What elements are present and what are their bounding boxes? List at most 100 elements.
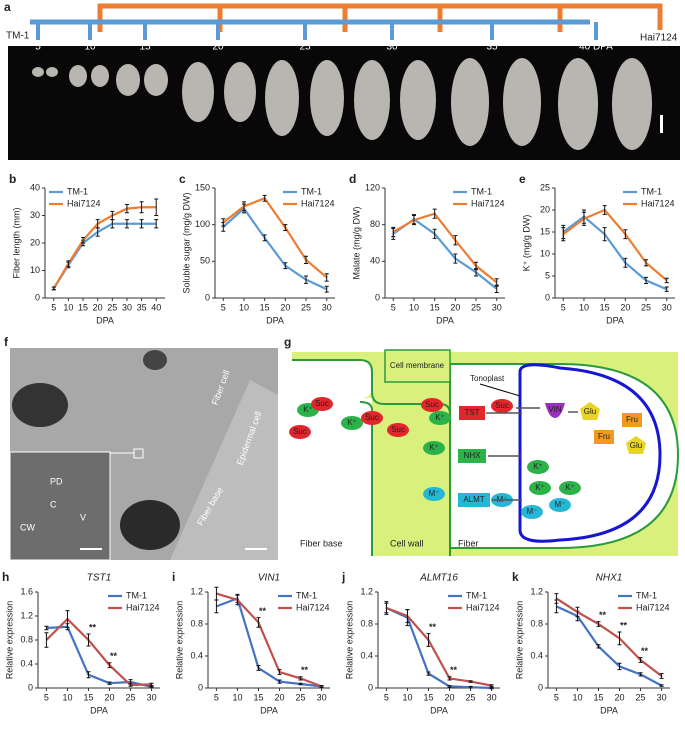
epidermal-region xyxy=(170,380,278,560)
series-line xyxy=(52,206,157,289)
error-bar xyxy=(659,684,664,687)
error-bar xyxy=(149,682,154,687)
panel-letter: b xyxy=(9,172,16,186)
error-bar xyxy=(304,255,309,265)
y-tick-label: 0.4 xyxy=(360,650,373,660)
stage-label: 10 xyxy=(84,42,96,53)
x-tick-label: 20 xyxy=(93,302,103,312)
molecule xyxy=(423,487,445,501)
molecule-label: M⁻ xyxy=(555,500,566,509)
x-tick-label: 40 xyxy=(151,302,161,312)
significance: ** xyxy=(301,665,309,675)
molecule xyxy=(423,441,445,455)
series-line xyxy=(555,605,663,687)
molecule-label: M⁻ xyxy=(429,489,440,498)
y-tick-label: 1.2 xyxy=(20,610,33,620)
error-bar xyxy=(468,680,473,683)
chart-title: NHX1 xyxy=(596,573,623,584)
error-bar xyxy=(256,665,261,671)
x-axis-label: DPA xyxy=(90,705,108,715)
legend-label: TM-1 xyxy=(466,590,487,600)
molecule-label: K⁺ xyxy=(303,405,313,414)
label: Fiber xyxy=(458,538,479,548)
error-bar xyxy=(235,594,240,606)
molecule xyxy=(549,498,571,512)
x-tick-label: 25 xyxy=(471,302,481,312)
x-tick-label: 25 xyxy=(641,302,651,312)
legend-label: Hai7124 xyxy=(466,602,500,612)
micrograph-label: PD xyxy=(50,476,63,486)
x-tick-label: 25 xyxy=(126,692,136,702)
x-tick-label: 30 xyxy=(662,302,672,312)
molecule-label: Suc xyxy=(425,400,439,409)
label: Fiber base xyxy=(300,538,343,548)
error-bar xyxy=(65,610,70,628)
molecule xyxy=(458,449,486,463)
error-bar xyxy=(447,685,452,688)
scale-bar xyxy=(660,115,663,133)
boll-images xyxy=(32,58,652,150)
y-tick-label: 0.4 xyxy=(190,650,203,660)
x-tick-label: 15 xyxy=(600,302,610,312)
x-tick-label: 5 xyxy=(384,692,389,702)
error-bar xyxy=(277,679,282,684)
panel-letter: k xyxy=(512,570,519,584)
legend-label: TM-1 xyxy=(67,186,88,196)
x-axis-label: DPA xyxy=(260,705,278,715)
molecule xyxy=(458,493,490,507)
timeline xyxy=(97,3,663,30)
molecule xyxy=(545,403,565,418)
y-axis-label: Soluble sugar (mg/g DW) xyxy=(181,192,191,293)
legend-label: TM-1 xyxy=(126,590,147,600)
error-bar xyxy=(561,227,566,242)
chart-title: TST1 xyxy=(87,573,111,584)
line-label: Hai7124 xyxy=(640,33,678,44)
error-bar xyxy=(638,657,643,663)
error-bar xyxy=(107,662,112,669)
error-bar xyxy=(221,218,226,227)
series-line xyxy=(222,206,328,291)
error-bar xyxy=(298,682,303,686)
y-tick-label: 10 xyxy=(30,265,40,275)
molecule-label: Glu xyxy=(630,441,642,450)
error-bar xyxy=(426,633,431,647)
stage-label: 25 xyxy=(299,42,311,53)
fiber-base-cell xyxy=(292,360,372,398)
error-bar xyxy=(324,285,329,293)
panel-letter: g xyxy=(284,335,291,349)
error-bar xyxy=(139,201,144,214)
error-bar xyxy=(86,671,91,679)
x-tick-label: 25 xyxy=(296,692,306,702)
y-tick-label: 0.4 xyxy=(530,650,543,660)
error-bar xyxy=(128,683,133,687)
error-bar xyxy=(489,684,494,687)
error-bar xyxy=(110,210,115,221)
x-tick-label: 15 xyxy=(423,692,433,702)
x-tick-label: 35 xyxy=(137,302,147,312)
error-bar xyxy=(623,257,628,268)
legend-label: Hai7124 xyxy=(67,198,101,208)
organelle xyxy=(12,383,68,427)
molecule-label: M⁻ xyxy=(527,507,538,516)
scale-bar xyxy=(245,548,267,550)
error-bar xyxy=(602,205,607,215)
error-bar xyxy=(617,662,622,671)
error-bar xyxy=(405,609,410,623)
line-label: TM-1 xyxy=(6,31,30,42)
molecule-label: ALMT xyxy=(463,495,484,504)
molecule xyxy=(311,397,333,411)
y-tick-label: 5 xyxy=(545,270,550,280)
error-bar xyxy=(644,276,649,284)
legend-label: Hai7124 xyxy=(296,602,330,612)
error-bar xyxy=(277,669,282,675)
molecule xyxy=(387,423,409,437)
label: Tonoplast xyxy=(470,374,505,383)
x-tick-label: 10 xyxy=(572,692,582,702)
x-tick-label: 15 xyxy=(78,302,88,312)
molecule xyxy=(491,399,513,413)
x-tick-label: 5 xyxy=(391,302,396,312)
molecule xyxy=(527,460,549,474)
error-bar xyxy=(644,259,649,267)
legend-label: TM-1 xyxy=(471,186,492,196)
y-tick-label: 120 xyxy=(365,182,380,192)
